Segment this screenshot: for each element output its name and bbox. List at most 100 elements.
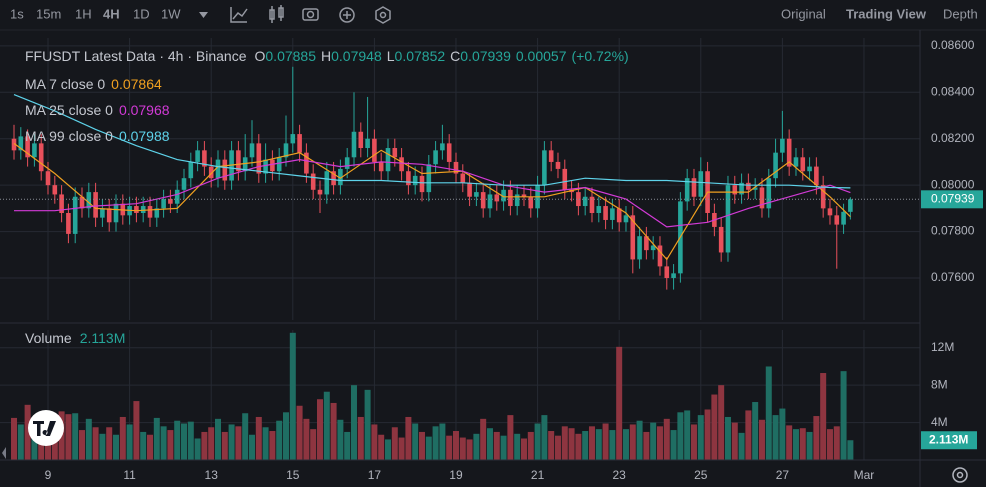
volume-bar <box>554 435 561 460</box>
candle-body <box>773 152 778 179</box>
volume-bar <box>786 425 793 460</box>
x-tick-label: 13 <box>205 468 219 482</box>
ohlc-value: 0.07948 <box>331 48 382 64</box>
logo[interactable] <box>28 410 64 446</box>
candle-body <box>630 215 636 260</box>
volume-bar <box>745 410 752 460</box>
interval[interactable]: 1D <box>133 6 150 21</box>
view-tab[interactable]: Trading View <box>846 6 927 21</box>
candle-body <box>331 171 336 186</box>
volume-badge-label: 2.113M <box>929 432 968 446</box>
candle-body <box>93 192 98 218</box>
x-tick-label: 11 <box>123 468 136 482</box>
y-tick-label: 0.08000 <box>931 177 975 191</box>
volume-bar <box>792 429 799 460</box>
volume-bar <box>561 426 568 460</box>
volume-bar <box>262 427 269 460</box>
volume-bar <box>833 426 840 460</box>
candle-body <box>657 245 663 267</box>
volume-bar <box>412 423 419 460</box>
ma-name: MA 7 close 0 <box>25 76 105 92</box>
last-price-badge <box>921 190 983 209</box>
candle-body <box>426 164 432 193</box>
volume-bar <box>514 433 521 460</box>
settings-gear[interactable] <box>952 467 968 483</box>
indicator-icon[interactable] <box>230 7 248 23</box>
candle-body <box>59 194 64 214</box>
candle-body <box>419 175 425 193</box>
dropdown-icon[interactable] <box>199 12 208 18</box>
volume-bar <box>724 416 731 460</box>
candle-body <box>793 157 799 167</box>
candle-body <box>786 138 792 167</box>
candle-body <box>168 199 173 204</box>
view-tab[interactable]: Depth <box>943 6 978 21</box>
camera-icon[interactable] <box>302 8 319 21</box>
candle-body <box>154 208 160 218</box>
volume-bar <box>303 418 310 460</box>
interval[interactable]: 4H <box>103 6 120 21</box>
x-tick-label: Mar <box>854 468 875 482</box>
interval[interactable]: 15m <box>36 6 61 21</box>
volume-bar <box>677 412 684 460</box>
candle-body <box>446 143 452 162</box>
candle-body <box>100 208 105 218</box>
volume-bar <box>432 426 439 460</box>
candle-body <box>528 196 534 209</box>
volume-bar <box>568 428 575 460</box>
volume-bar <box>364 389 371 460</box>
x-tick-label: 9 <box>45 468 52 482</box>
volume-bar <box>65 414 72 460</box>
candle-body <box>174 189 180 204</box>
candle-body <box>32 143 37 158</box>
candle-body <box>752 187 758 190</box>
volume-bar <box>323 391 330 460</box>
volume-badge <box>921 431 977 450</box>
ohlc-key: O <box>255 48 266 64</box>
scroll-handle[interactable] <box>2 447 6 459</box>
ohlc-key: H <box>321 48 331 64</box>
candle-body <box>780 138 785 153</box>
volume-bar <box>806 431 813 460</box>
x-tick-label: 19 <box>449 468 463 482</box>
candle-body <box>514 194 520 207</box>
candle-body <box>589 196 595 214</box>
candle-body <box>440 143 445 151</box>
ma-value: 0.07968 <box>119 102 170 118</box>
interval[interactable]: 1s <box>10 6 24 21</box>
candle-icon[interactable] <box>269 5 284 23</box>
interval[interactable]: 1H <box>75 6 92 21</box>
volume-bar <box>242 413 249 460</box>
volume-bar <box>371 424 378 460</box>
candle-body <box>732 185 738 195</box>
volume-bar <box>595 429 602 460</box>
ohlc-value: 0.07885 <box>265 48 316 64</box>
volume-bar <box>507 415 514 460</box>
volume-bar <box>357 416 364 460</box>
candle-body <box>807 166 812 172</box>
candle-body <box>596 206 602 214</box>
add-icon[interactable] <box>339 7 355 23</box>
volume-bar <box>106 427 113 460</box>
view-tab[interactable]: Original <box>781 6 826 21</box>
candle-body <box>338 168 343 186</box>
volume-bar <box>779 408 786 460</box>
volume-bar <box>221 431 228 460</box>
candle-body <box>134 206 139 214</box>
candle-body <box>215 159 221 179</box>
volume-bar <box>330 402 337 460</box>
y-tick-label: 0.08200 <box>931 131 975 145</box>
ma-line <box>13 142 851 261</box>
settings-icon[interactable] <box>375 6 391 24</box>
candle-body <box>576 192 581 207</box>
volume-bar <box>847 440 854 460</box>
candle-body <box>283 143 289 158</box>
volume-bar <box>466 439 473 460</box>
candle-body <box>365 138 370 149</box>
x-tick-label: 15 <box>286 468 300 482</box>
volume-bar <box>697 415 704 460</box>
candle-body <box>555 161 561 169</box>
volume-bar <box>826 429 833 460</box>
volume-name: Volume <box>25 330 72 346</box>
interval[interactable]: 1W <box>161 6 181 21</box>
